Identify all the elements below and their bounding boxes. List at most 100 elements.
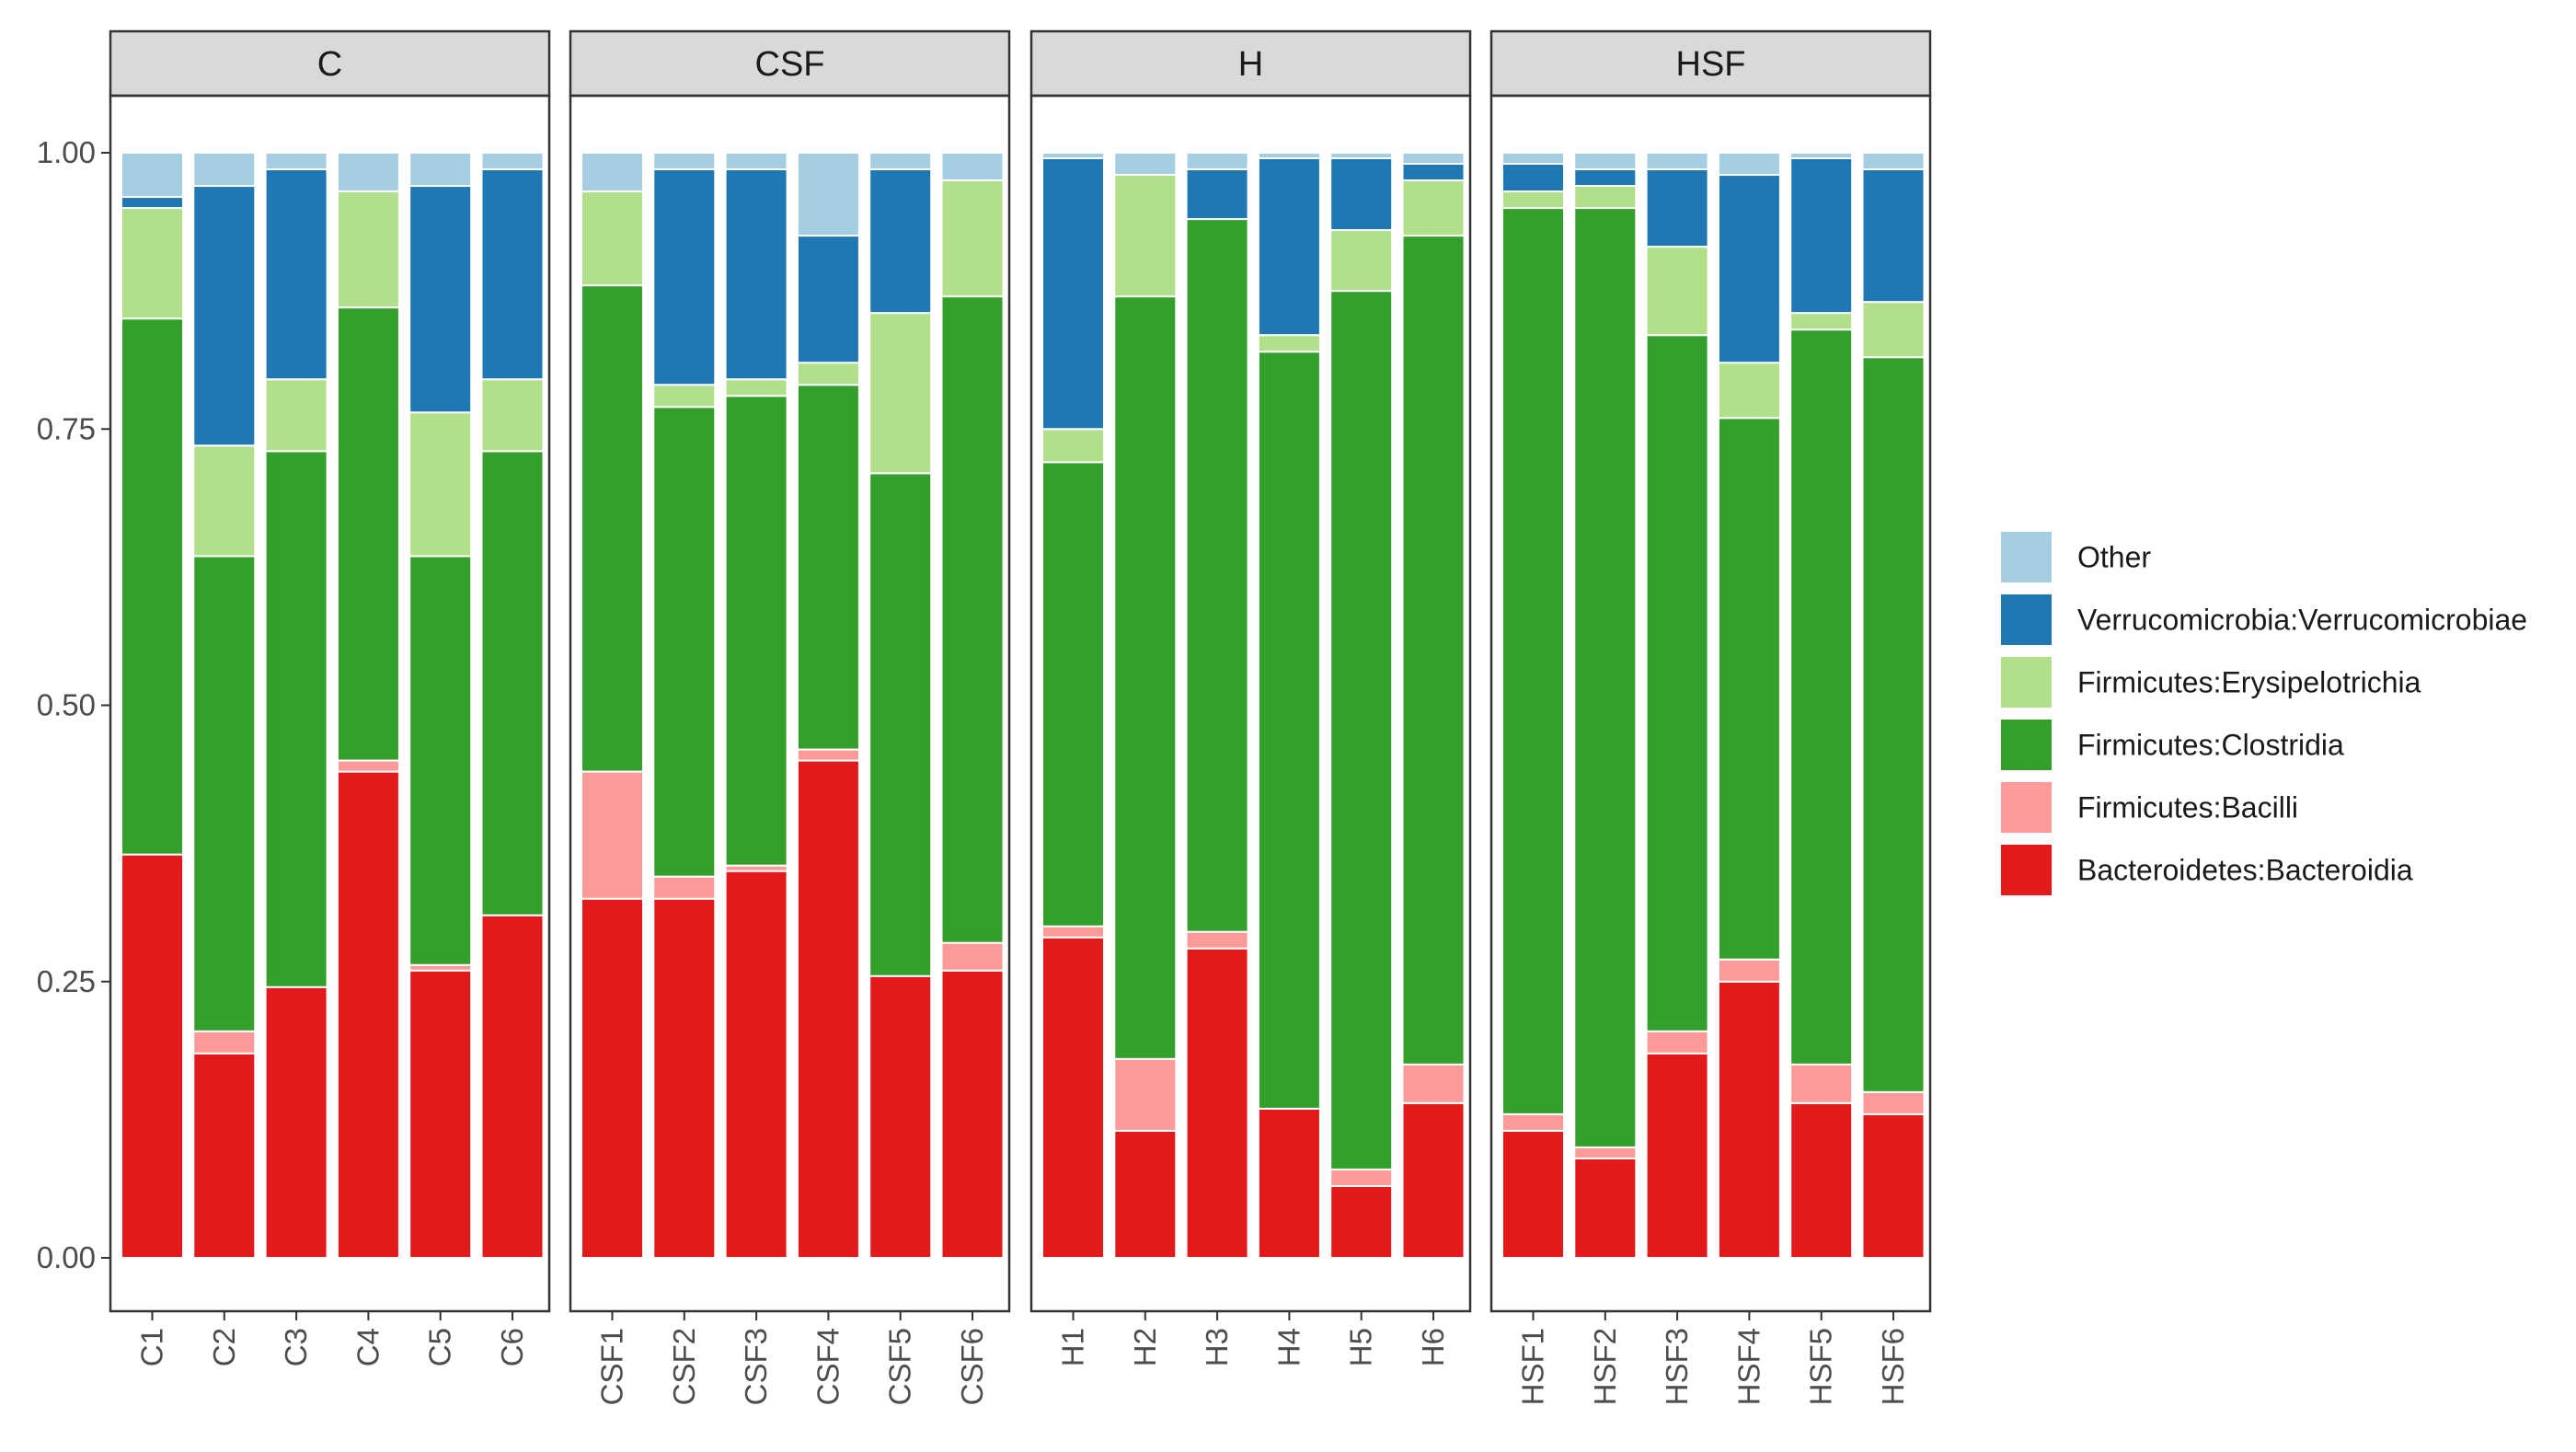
legend-label: Firmicutes:Clostridia — [2077, 729, 2344, 762]
bar-segment-h2-bacteroidetes-bacteroidia — [1113, 1129, 1178, 1260]
bar-segment-csf1-firmicutes-erysipelotrichia — [581, 190, 644, 287]
bar-segment-hsf3-bacteroidetes-bacteroidia — [1645, 1052, 1709, 1259]
bar-segment-hsf4-firmicutes-clostridia — [1717, 417, 1781, 961]
panel-border — [1489, 94, 1932, 1313]
bar-segment-hsf1-verrucomicrobia-verrucomicrobiae — [1501, 163, 1565, 193]
legend-key — [2001, 532, 2052, 582]
bar-segment-c6-bacteroidetes-bacteroidia — [480, 914, 545, 1259]
facet-strip-label: H — [1238, 45, 1263, 84]
bar-segment-csf2-verrucomicrobia-verrucomicrobiae — [652, 168, 717, 386]
bar-segment-h2-other — [1113, 152, 1178, 177]
bar-segment-hsf2-firmicutes-bacilli — [1573, 1146, 1638, 1159]
bar-segment-hsf5-other — [1789, 152, 1854, 160]
bar-segment-h5-firmicutes-erysipelotrichia — [1329, 229, 1394, 293]
bar-segment-c1-firmicutes-erysipelotrichia — [121, 207, 184, 320]
y-axis: 0.00 0.25 0.50 0.75 1.00 — [37, 135, 110, 1274]
bar-segment-c6-firmicutes-clostridia — [480, 450, 545, 916]
bar-segment-hsf2-firmicutes-clostridia — [1573, 207, 1638, 1148]
legend-item: Firmicutes:Erysipelotrichia — [2001, 657, 2421, 708]
bar-segment-h3-firmicutes-bacilli — [1185, 930, 1249, 950]
bar-segment-c5-firmicutes-erysipelotrichia — [408, 411, 473, 558]
bar-segment-hsf1-firmicutes-clostridia — [1501, 207, 1565, 1115]
bar-segment-csf1-firmicutes-bacilli — [581, 770, 644, 900]
bar-segment-hsf3-verrucomicrobia-verrucomicrobiae — [1645, 168, 1709, 248]
bar-segment-h1-bacteroidetes-bacteroidia — [1041, 936, 1105, 1260]
facet-panel-c: C C1 C2 C3 C4 C5 C6 — [109, 29, 551, 1366]
bar-segment-hsf4-verrucomicrobia-verrucomicrobiae — [1717, 174, 1781, 364]
bar-segment-c2-verrucomicrobia-verrucomicrobiae — [192, 185, 257, 447]
bar-segment-c2-firmicutes-erysipelotrichia — [192, 444, 257, 558]
x-tick-label: C6 — [495, 1328, 529, 1366]
facet-strip-label: CSF — [755, 45, 825, 84]
bar-segment-csf1-other — [581, 152, 644, 193]
x-tick-label: H6 — [1416, 1328, 1450, 1366]
x-tick-label: CSF4 — [811, 1328, 845, 1405]
bar-segment-csf4-bacteroidetes-bacteroidia — [796, 759, 860, 1259]
legend-item: Other — [2001, 532, 2151, 582]
x-tick-label: HSF5 — [1804, 1328, 1838, 1405]
bar-segment-hsf3-other — [1645, 152, 1709, 171]
bar-segment-csf3-bacteroidetes-bacteroidia — [724, 870, 788, 1260]
bar-segment-hsf1-other — [1501, 152, 1565, 166]
bar-segment-csf6-firmicutes-erysipelotrichia — [940, 179, 1005, 298]
bar-segment-c6-verrucomicrobia-verrucomicrobiae — [480, 168, 545, 381]
legend-item: Verrucomicrobia:Verrucomicrobiae — [2001, 594, 2527, 645]
bar-segment-h3-firmicutes-clostridia — [1185, 218, 1249, 933]
x-tick-label: CSF2 — [667, 1328, 701, 1405]
bar-segment-hsf2-other — [1573, 152, 1638, 171]
bar-segment-hsf5-verrucomicrobia-verrucomicrobiae — [1789, 157, 1854, 315]
bar-segment-h6-firmicutes-clostridia — [1401, 235, 1466, 1066]
bar-segment-h6-other — [1401, 152, 1466, 166]
bar-segment-c2-other — [192, 152, 257, 188]
bar-segment-c5-other — [408, 152, 473, 188]
bar-segment-csf5-firmicutes-erysipelotrichia — [868, 312, 933, 475]
bar-segment-c2-bacteroidetes-bacteroidia — [192, 1052, 257, 1259]
bar-segment-hsf5-firmicutes-bacilli — [1789, 1063, 1854, 1104]
bar-segment-csf2-bacteroidetes-bacteroidia — [652, 897, 717, 1259]
x-tick-label: CSF3 — [739, 1328, 773, 1405]
x-tick-label: CSF6 — [955, 1328, 989, 1405]
bar-segment-csf5-other — [868, 152, 933, 171]
bar-segment-hsf2-firmicutes-erysipelotrichia — [1573, 185, 1638, 210]
bar-segment-csf1-firmicutes-clostridia — [581, 284, 644, 773]
bar-segment-csf5-firmicutes-clostridia — [868, 472, 933, 977]
bar-segment-h5-firmicutes-clostridia — [1329, 290, 1394, 1170]
bar-segment-csf4-other — [796, 152, 860, 237]
bar-segment-hsf6-firmicutes-erysipelotrichia — [1861, 301, 1926, 359]
bar-segment-c3-firmicutes-clostridia — [264, 450, 328, 988]
x-tick-label: C4 — [351, 1328, 385, 1366]
bar-segment-hsf2-verrucomicrobia-verrucomicrobiae — [1573, 168, 1638, 188]
facet-strip-label: HSF — [1676, 45, 1746, 84]
bar-segment-csf2-firmicutes-erysipelotrichia — [652, 384, 717, 409]
bar-segment-h4-verrucomicrobia-verrucomicrobiae — [1257, 157, 1321, 337]
legend-key — [2001, 657, 2052, 708]
bar-segment-hsf3-firmicutes-bacilli — [1645, 1030, 1709, 1054]
bar-segment-h2-firmicutes-clostridia — [1113, 295, 1178, 1060]
bar-segment-h6-bacteroidetes-bacteroidia — [1401, 1101, 1466, 1259]
facet-panel-h: H H1 H2 H3 H4 H5 H6 — [1029, 29, 1472, 1366]
bar-segment-h6-firmicutes-bacilli — [1401, 1063, 1466, 1104]
bar-segment-c5-firmicutes-clostridia — [408, 555, 473, 966]
bar-segment-hsf6-other — [1861, 152, 1926, 171]
x-tick-label: H4 — [1271, 1328, 1305, 1366]
bar-segment-hsf1-firmicutes-bacilli — [1501, 1112, 1565, 1132]
bar-segment-h6-firmicutes-erysipelotrichia — [1401, 179, 1466, 237]
facet-strip — [1489, 29, 1932, 98]
bar-segment-csf4-firmicutes-erysipelotrichia — [796, 362, 860, 386]
bar-segment-c3-other — [264, 152, 328, 171]
legend-key — [2001, 720, 2052, 770]
bar-segment-csf6-bacteroidetes-bacteroidia — [940, 969, 1005, 1259]
bar-segment-h5-firmicutes-bacilli — [1329, 1168, 1394, 1187]
bar-segment-hsf6-verrucomicrobia-verrucomicrobiae — [1861, 168, 1926, 304]
bar-segment-hsf4-bacteroidetes-bacteroidia — [1717, 980, 1781, 1259]
x-tick-label: HSF1 — [1516, 1328, 1550, 1405]
bar-segment-c5-verrucomicrobia-verrucomicrobiae — [408, 185, 473, 414]
bar-segment-h4-other — [1257, 152, 1321, 160]
bar-segment-c4-firmicutes-erysipelotrichia — [336, 190, 400, 309]
bar-segment-csf5-bacteroidetes-bacteroidia — [868, 974, 933, 1259]
legend: Other Verrucomicrobia:Verrucomicrobiae Fir… — [2001, 532, 2527, 895]
bar-segment-h4-bacteroidetes-bacteroidia — [1257, 1107, 1321, 1259]
bar-segment-csf3-verrucomicrobia-verrucomicrobiae — [724, 168, 788, 381]
